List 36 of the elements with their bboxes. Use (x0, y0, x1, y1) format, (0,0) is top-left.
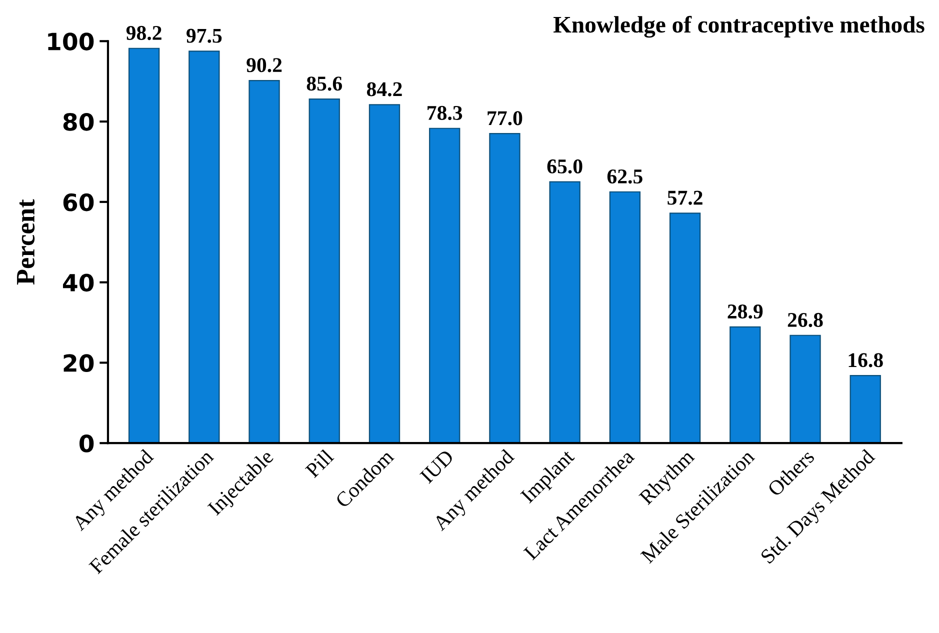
data-label: 84.2 (366, 82, 402, 96)
x-tick-label: Pill (304, 448, 334, 478)
bar (850, 375, 881, 444)
y-tick-label: 0 (79, 434, 94, 452)
y-axis-title: Percent (17, 199, 35, 285)
bar (669, 212, 701, 444)
data-label: 26.8 (788, 312, 823, 328)
data-label: 16.8 (848, 353, 883, 368)
bar (489, 133, 520, 444)
data-label: 78.3 (428, 106, 462, 120)
bar (429, 128, 460, 444)
bar (308, 98, 340, 444)
bar (609, 191, 641, 444)
data-label: 28.9 (728, 304, 763, 319)
data-label: 57.2 (668, 190, 702, 205)
data-label: 62.5 (607, 169, 642, 184)
data-label: 65.0 (547, 159, 582, 174)
data-label: 90.2 (246, 58, 282, 72)
data-label: 98.2 (126, 26, 162, 40)
data-label: 97.5 (186, 28, 222, 43)
bar (730, 326, 761, 444)
x-tick-label: IUD (420, 449, 454, 484)
chart-title: Knowledge of contraceptive methods (554, 16, 924, 38)
y-tick-label: 60 (63, 193, 94, 212)
data-label: 77.0 (488, 111, 522, 126)
bar (248, 80, 280, 444)
bar (549, 181, 580, 444)
y-tick-label: 100 (48, 32, 94, 50)
y-tick-label: 40 (62, 274, 94, 292)
bar (188, 50, 220, 444)
bar (790, 334, 821, 444)
data-label: 85.6 (306, 76, 342, 91)
bar (368, 104, 400, 444)
bar (128, 48, 160, 444)
y-tick-label: 20 (64, 354, 94, 372)
y-tick-label: 80 (63, 112, 94, 131)
